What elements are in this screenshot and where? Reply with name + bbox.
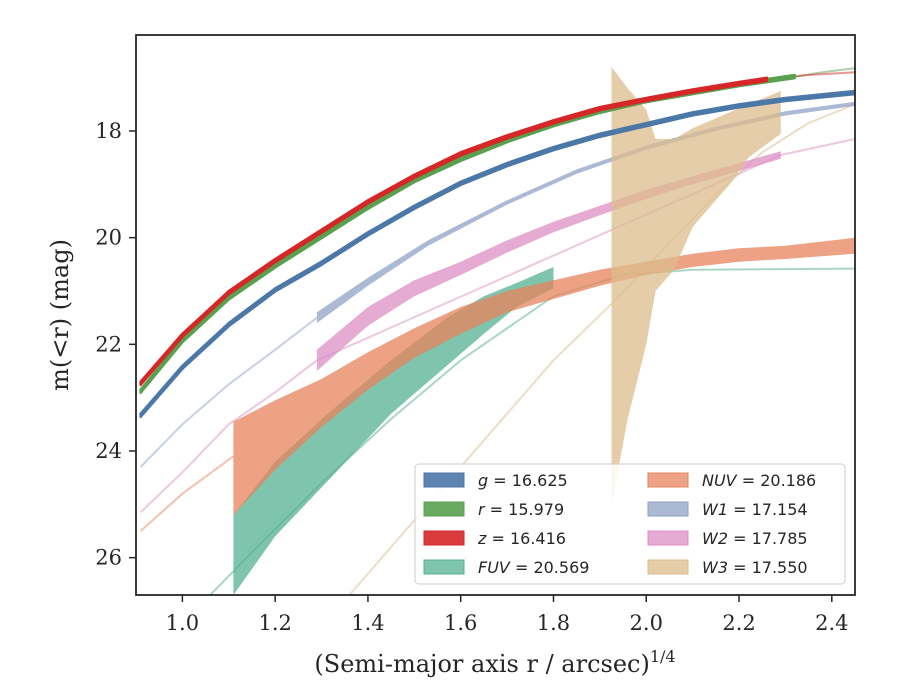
curve-g: [139, 89, 855, 419]
x-tick-label: 1.2: [258, 611, 291, 635]
legend-swatch-NUV: [647, 472, 689, 488]
x-tick-label: 1.0: [166, 611, 199, 635]
legend-box: [414, 463, 846, 585]
legend-swatch-W3: [647, 559, 689, 575]
legend-label-W2: W2 = 17.785: [702, 529, 808, 548]
plot-frame: [135, 34, 856, 596]
legend-swatch-W1: [647, 501, 689, 517]
y-tick-label: 18: [95, 119, 122, 143]
extrapolation-W2: [139, 138, 855, 514]
x-axis-label-main: (Semi-major axis r / arcsec): [314, 650, 649, 678]
band-layer: [139, 67, 855, 595]
x-tick-label: 1.6: [444, 611, 477, 635]
legend-label-z: z = 16.416: [477, 529, 566, 548]
y-axis-label: m(<r) (mag): [46, 239, 74, 391]
y-tick-label: 26: [95, 546, 122, 570]
x-tick-label: 2.2: [722, 611, 755, 635]
x-tick-label: 2.0: [630, 611, 663, 635]
y-tick-label: 24: [95, 439, 122, 463]
x-tick-label: 1.4: [351, 611, 384, 635]
x-tick-label: 2.4: [815, 611, 848, 635]
x-tick-label: 1.8: [537, 611, 570, 635]
legend-swatch-FUV: [423, 559, 465, 575]
curve-r: [139, 73, 796, 395]
legend-swatch-W2: [647, 530, 689, 546]
legend-label-g: g = 16.625: [478, 471, 568, 490]
band-NUV: [233, 237, 855, 515]
x-axis-label: (Semi-major axis r / arcsec)1/4: [314, 647, 675, 678]
y-tick-label: 22: [95, 332, 122, 356]
legend: g = 16.625 r = 15.979 z = 16.416 FUV = 20.5…: [414, 463, 846, 585]
legend-label-W1: W1 = 17.154: [702, 500, 808, 519]
axis-layer: 1.0 1.2 1.4 1.6 1.8 2.0 2.2 2.4 18 20 22 24 26: [95, 119, 848, 635]
curve-z: [139, 76, 769, 387]
x-axis-label-superscript: 1/4: [650, 647, 676, 666]
band-W3: [611, 67, 781, 505]
legend-swatch-z: [423, 530, 465, 546]
extrapolation-W1: [139, 316, 318, 468]
legend-label-r: r = 15.979: [478, 500, 564, 519]
legend-label-NUV: NUV = 20.186: [702, 471, 816, 490]
y-tick-label: 20: [95, 226, 122, 250]
extrapolation-NUV: [139, 455, 234, 532]
legend-label-FUV: FUV = 20.569: [478, 558, 589, 577]
legend-label-W3: W3 = 17.550: [702, 558, 808, 577]
legend-swatch-r: [423, 501, 465, 517]
legend-swatch-g: [423, 472, 465, 488]
